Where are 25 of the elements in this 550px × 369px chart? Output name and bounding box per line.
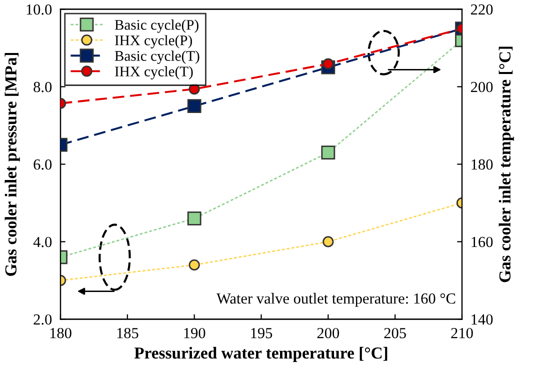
x-tick-label: 195 [251,328,272,338]
y2-tick-label: 220 [471,4,493,15]
x-tick-label: 200 [317,328,340,338]
y-tick-label: 2.0 [34,314,52,325]
x-tick-label: 185 [117,328,138,338]
y2-tick-label: 200 [471,82,493,92]
y-tick-label: 6.0 [34,159,52,170]
legend-label: IHX cycle(T) [114,66,193,80]
x-tick-label: 210 [451,328,473,338]
y2-axis-title: Gas cooler inlet temperature [°C] [498,46,514,282]
x-tick-label: 180 [50,328,72,338]
y2-tick-label: 140 [472,314,493,325]
annotation: Water valve outlet temperature: 160 °C [216,292,456,307]
x-tick-label: 190 [184,328,206,338]
legend-label: Basic cycle(T) [114,50,200,64]
y-tick-label: 8.0 [34,82,52,92]
legend-label: IHX cycle(P) [114,35,192,48]
x-tick-label: 205 [384,328,406,338]
y-axis-title: Gas cooler inlet pressure [MPa] [4,52,20,276]
legend-label: Basic cycle(P) [114,20,198,33]
y-tick-label: 4.0 [33,236,52,248]
y2-tick-label: 160 [472,236,493,248]
x-axis-title: Pressurized water temperature [°C] [134,346,388,362]
y2-tick-label: 180 [472,159,493,170]
y-tick-label: 10.0 [26,4,52,15]
